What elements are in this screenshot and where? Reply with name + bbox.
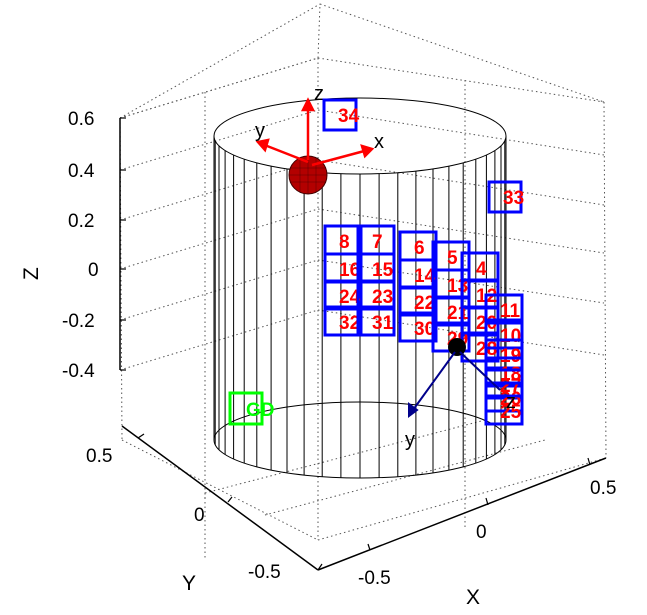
- box-marker: [356, 305, 396, 337]
- y-tick: 0.5: [86, 446, 112, 467]
- z-axis-label: Z: [20, 267, 43, 280]
- x-tick: -0.5: [358, 568, 391, 589]
- box-label: 23: [372, 287, 393, 308]
- ground-marker: GD: [228, 391, 275, 426]
- x-axis-ticks: -0.5 0 0.5: [358, 478, 616, 589]
- box-label: 27: [500, 376, 521, 397]
- x-tick: 0: [476, 522, 487, 543]
- box-marker: [398, 311, 438, 343]
- cylinder-rim: [213, 97, 507, 137]
- box-label: 6: [414, 238, 425, 259]
- top-frame-z-label: z: [314, 83, 324, 105]
- z-tick: 0.4: [68, 161, 95, 182]
- box-label: 33: [503, 188, 524, 209]
- box-label: 5: [447, 248, 458, 269]
- y-tick: 0: [194, 505, 205, 526]
- box-markers: 3433876541615141312242322212032313029281…: [322, 98, 524, 426]
- box-label: 32: [339, 313, 360, 334]
- ground-box: [228, 391, 264, 426]
- bottom-coordinate-frame: y z: [405, 338, 516, 451]
- x-tick: 0.5: [590, 478, 616, 499]
- box-marker: [323, 305, 363, 337]
- box-label: 4: [476, 259, 487, 280]
- box-marker: [484, 293, 524, 325]
- box-marker: [323, 279, 363, 311]
- box-label: 14: [414, 266, 436, 287]
- box-label: 22: [414, 293, 435, 314]
- bottom-frame-y-label: y: [405, 429, 415, 451]
- x-axis-label: X: [466, 586, 480, 609]
- box-label: 16: [339, 260, 360, 281]
- z-tick: 0.2: [68, 211, 94, 232]
- z-tick: -0.4: [62, 361, 95, 382]
- box-label: 7: [372, 232, 383, 253]
- y-tick: -0.5: [248, 562, 281, 583]
- box-marker: [484, 394, 524, 426]
- box-marker: [487, 180, 523, 214]
- bottom-frame-z-label: z: [506, 391, 516, 413]
- y-axis-label: Y: [182, 572, 196, 595]
- box-label: 25: [500, 402, 522, 423]
- box-marker: [356, 279, 396, 311]
- box-label: 11: [500, 301, 521, 322]
- top-frame-y-label: y: [255, 120, 265, 142]
- box-marker: [398, 285, 438, 317]
- box-marker: [431, 295, 471, 327]
- box-label: 15: [372, 260, 394, 281]
- box-marker: [322, 98, 358, 132]
- box-marker: [484, 338, 524, 370]
- top-coordinate-frame: z y x: [255, 83, 384, 195]
- box-marker: [484, 318, 524, 350]
- z-tick: 0: [88, 260, 99, 281]
- box-label: 24: [339, 287, 361, 308]
- box-label: 31: [372, 313, 394, 334]
- z-tick: 0.6: [68, 109, 94, 130]
- box-label: 34: [338, 106, 360, 127]
- axes-box: [119, 3, 607, 571]
- workspace-cylinder: [213, 97, 507, 479]
- bottom-sphere-icon: [448, 338, 466, 356]
- box-label: 8: [339, 232, 350, 253]
- box-label: 10: [500, 326, 521, 347]
- box-label: 26: [500, 389, 521, 410]
- z-tick: -0.2: [62, 311, 95, 332]
- y-axis-ticks: 0.5 0 -0.5: [86, 446, 281, 583]
- top-frame-x-label: x: [374, 131, 384, 153]
- ground-label: GD: [246, 400, 275, 421]
- box-label: 30: [414, 319, 435, 340]
- z-axis-ticks: 0.6 0.4 0.2 0 -0.2 -0.4: [62, 109, 99, 382]
